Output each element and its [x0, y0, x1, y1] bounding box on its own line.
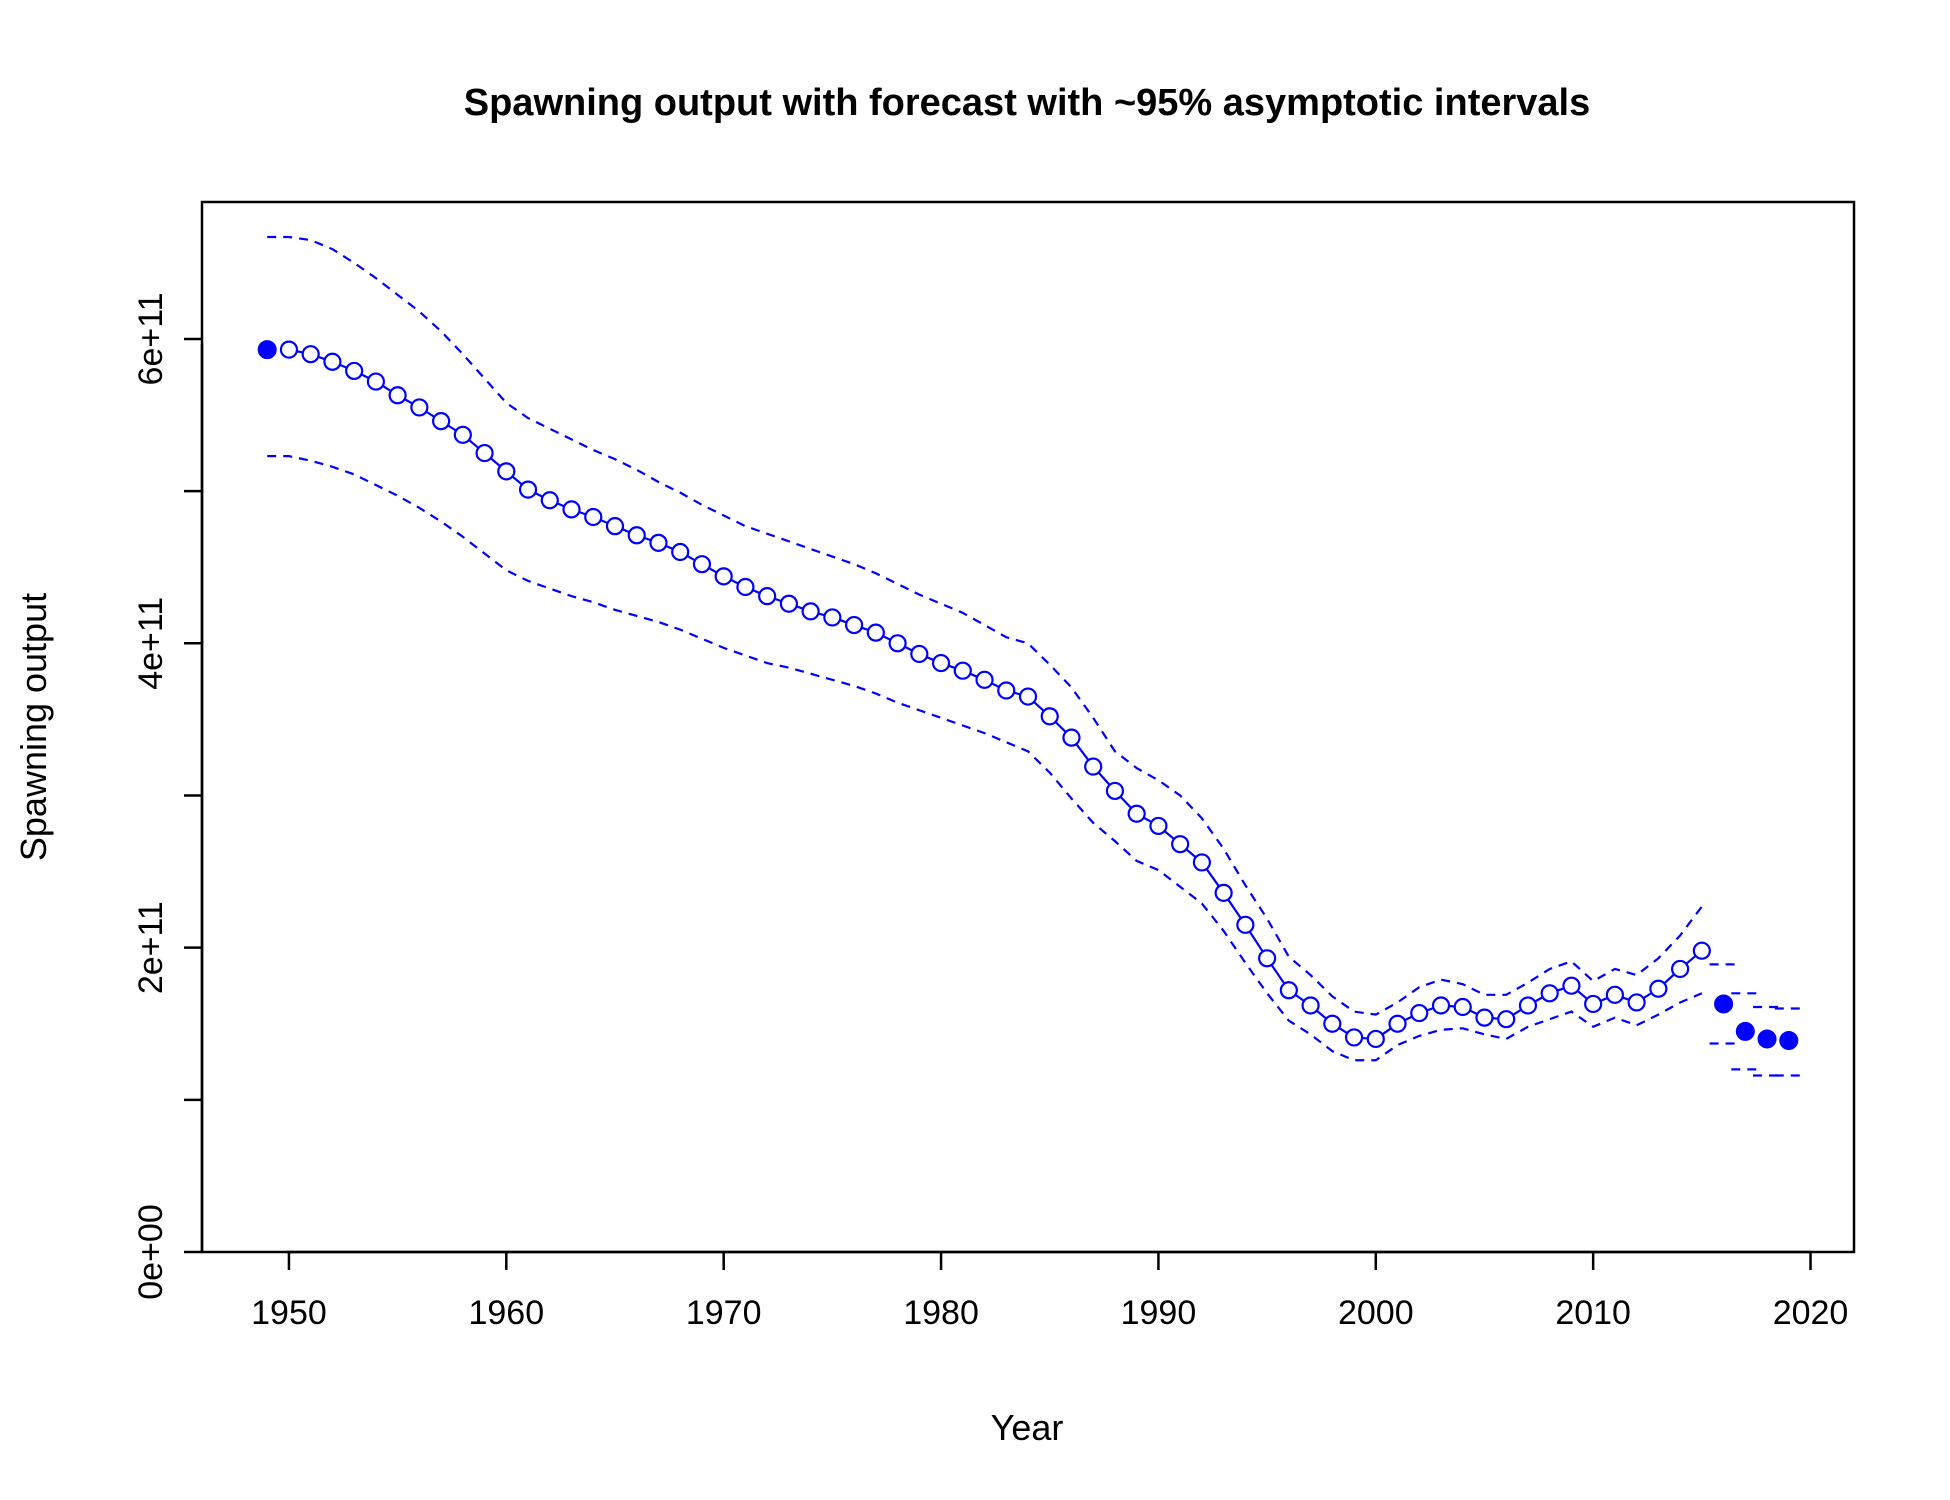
data-point [301, 345, 320, 364]
data-point [1040, 707, 1059, 726]
data-point [1127, 804, 1146, 823]
forecast-point [1779, 1030, 1799, 1050]
data-point [845, 615, 864, 635]
data-point [518, 480, 538, 499]
data-point [366, 372, 385, 391]
data-point [910, 644, 929, 664]
data-point [714, 567, 733, 586]
data-point [1475, 1008, 1494, 1027]
x-axis-label: Year [991, 1407, 1064, 1448]
data-point [1344, 1028, 1364, 1047]
x-tick-label: 1980 [903, 1294, 979, 1332]
x-axis-ticks: 1950 1960 1970 1980 1990 2000 2010 2020 [251, 1252, 1848, 1332]
data-point [888, 634, 907, 653]
spawning-output-line [288, 348, 1703, 1041]
data-point [1692, 941, 1711, 960]
data-point [540, 491, 559, 510]
y-tick-label: 4e+11 [132, 597, 170, 690]
forecast-point [1757, 1029, 1777, 1049]
data-point [1192, 853, 1211, 872]
data-point [1279, 981, 1298, 1000]
data-point [584, 507, 603, 527]
data-point [779, 594, 798, 613]
data-point [1453, 997, 1472, 1017]
data-point [388, 386, 407, 405]
data-point [1062, 728, 1081, 747]
data-point [1236, 915, 1255, 934]
forecast-point [1735, 1021, 1755, 1041]
y-axis-ticks: 0e+00 2e+11 4e+11 6e+11 [132, 292, 202, 1300]
data-point [323, 352, 342, 371]
x-tick-label: 2000 [1338, 1294, 1414, 1332]
data-point [345, 361, 364, 381]
data-point [1149, 816, 1168, 836]
plot-frame [200, 200, 1856, 1254]
x-tick-label: 2020 [1773, 1294, 1849, 1332]
data-point [410, 398, 429, 417]
data-point [279, 340, 299, 359]
data-point [1258, 949, 1277, 968]
data-point [1214, 883, 1233, 902]
x-tick-label: 1950 [251, 1294, 327, 1332]
data-point [432, 412, 451, 431]
upper-interval-line [267, 235, 1703, 1016]
data-point [1605, 985, 1624, 1004]
data-point [1497, 1010, 1516, 1029]
data-point [1562, 976, 1581, 995]
data-point [605, 517, 625, 536]
data-point [953, 661, 972, 680]
data-point [823, 608, 842, 627]
data-point [671, 542, 690, 562]
series-layer [257, 235, 1803, 1077]
data-point [1301, 996, 1320, 1015]
data-point [758, 587, 777, 606]
data-point [562, 500, 581, 519]
chart-title: Spawning output with forecast with ~95% … [464, 82, 1590, 124]
data-point [475, 443, 494, 463]
data-point [1323, 1014, 1342, 1033]
data-point [1431, 996, 1451, 1015]
virgin-point [257, 340, 277, 360]
data-point [1105, 781, 1125, 801]
data-point [1627, 993, 1646, 1012]
forecast-point [1714, 994, 1734, 1014]
data-point [497, 462, 516, 481]
y-tick-label: 2e+11 [132, 901, 170, 994]
data-point [692, 555, 712, 574]
y-axis-label: Spawning output [13, 593, 54, 861]
data-point [736, 577, 755, 597]
data-point [1084, 757, 1103, 776]
x-tick-label: 1990 [1121, 1294, 1197, 1332]
data-point [1410, 1003, 1429, 1023]
data-point [649, 533, 668, 552]
y-tick-label: 0e+00 [132, 1204, 170, 1300]
data-point [1540, 984, 1559, 1003]
data-point [1518, 996, 1538, 1015]
data-point [1018, 687, 1038, 706]
data-point [627, 526, 646, 545]
data-point [975, 670, 994, 689]
data-point [453, 425, 472, 444]
x-tick-label: 2010 [1555, 1294, 1631, 1332]
data-point [997, 681, 1016, 700]
data-point [1649, 979, 1668, 998]
data-point [1671, 959, 1690, 979]
data-point [1366, 1029, 1385, 1049]
data-point [931, 653, 951, 673]
x-tick-label: 1970 [686, 1294, 762, 1332]
data-point [866, 623, 885, 642]
lower-interval-line [267, 455, 1703, 1062]
data-point [1388, 1014, 1407, 1033]
data-point [1171, 835, 1190, 854]
data-point [801, 602, 820, 621]
y-tick-label: 6e+11 [132, 292, 170, 385]
data-point [1584, 994, 1603, 1014]
x-tick-label: 1960 [468, 1294, 544, 1332]
